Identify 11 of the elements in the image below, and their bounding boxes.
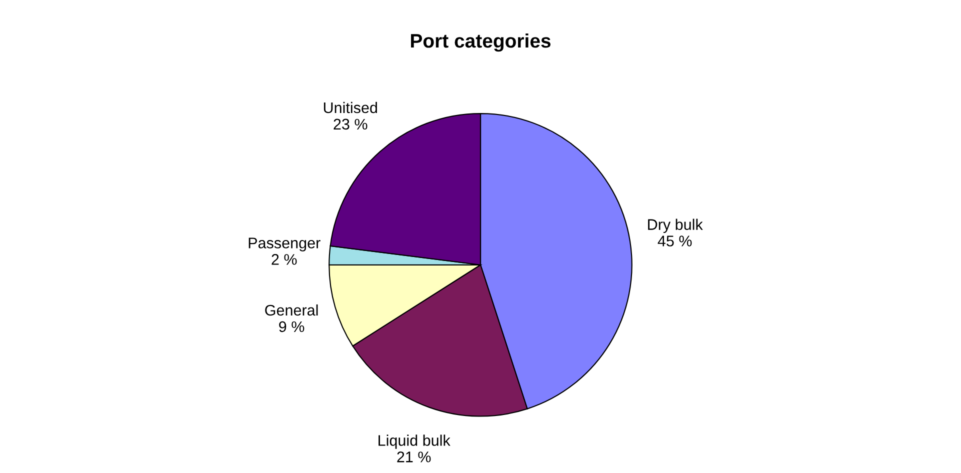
slice-label: General [265,304,318,316]
chart-title: Port categories [411,33,550,52]
data-label: 9 % [279,321,304,332]
data-label: 2 % [272,254,297,265]
slice-label: Dry bulk [648,218,703,233]
slice-label: Liquid bulk [378,434,450,449]
slice-label: Unitised [324,102,377,114]
slice-label: Passenger [248,238,320,252]
data-label: 45 % [658,236,692,246]
data-label: 21 % [397,452,431,462]
data-label: 23 % [334,118,368,130]
